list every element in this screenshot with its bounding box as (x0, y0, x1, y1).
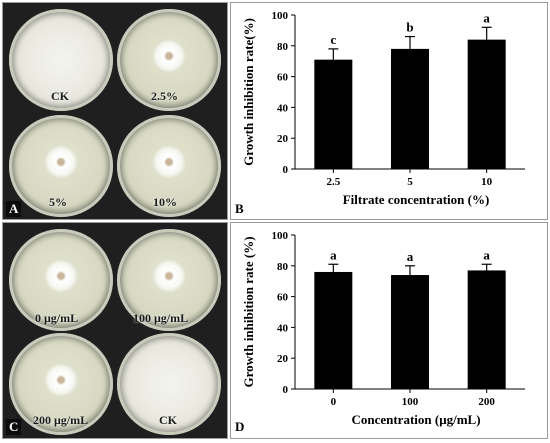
significance-label: c (330, 32, 336, 47)
panel-letter-b: B (235, 201, 244, 216)
y-tick-label: 40 (277, 322, 289, 334)
dish-label: CK (159, 413, 177, 427)
bar (467, 39, 506, 169)
dish-label: 0 μg/mL (35, 311, 79, 325)
fungal-colony (44, 363, 78, 396)
petri-dish-5 (9, 115, 113, 217)
significance-label: b (406, 20, 413, 35)
y-tick-label: 60 (277, 72, 289, 84)
bar (314, 59, 353, 169)
chart-panel-b: 0 20 40 60 80 100 c 2.5 b 5 a 10 Filtrate concentrat… (230, 2, 548, 220)
y-tick-label: 100 (272, 230, 289, 242)
dish-label: 5% (49, 195, 67, 209)
dish-label: 200 μg/mL (33, 413, 89, 427)
photo-panel-a: CK 2.5% 5% 10% A (2, 2, 228, 220)
panel-letter-a: A (6, 201, 22, 217)
bar (467, 270, 506, 389)
y-tick-label: 20 (277, 353, 289, 365)
panel-letter-c: C (6, 419, 22, 435)
bar (391, 48, 429, 169)
petri-dish-2-5 (117, 9, 221, 111)
x-tick-label: 5 (407, 176, 413, 188)
dish-label: 10% (153, 195, 177, 209)
x-tick-label: 100 (402, 396, 419, 408)
petri-dish-200 (9, 333, 113, 435)
bar-chart-d: 0 20 40 60 80 100 a 0 a 100 a 200 Concentration (μg/… (241, 230, 525, 427)
y-tick-label: 60 (277, 292, 289, 304)
petri-dish-ck (9, 9, 113, 111)
y-tick-label: 40 (277, 102, 289, 114)
bar (391, 275, 429, 389)
significance-label: a (483, 10, 490, 25)
fungal-colony (44, 145, 78, 178)
y-tick-label: 100 (272, 10, 289, 22)
y-tick-label: 80 (277, 41, 289, 53)
x-axis-label: Filtrate concentration (%) (343, 192, 490, 207)
y-tick-label: 0 (283, 164, 289, 176)
bar-chart-b: 0 20 40 60 80 100 c 2.5 b 5 a 10 Filtrate concentrat… (241, 10, 525, 207)
fungal-colony (152, 145, 186, 178)
y-axis-label: Growth inhibition rate (%) (241, 236, 256, 387)
x-axis-label: Concentration (μg/mL) (351, 412, 480, 427)
fungal-colony (152, 39, 186, 72)
y-tick-label: 80 (277, 261, 289, 273)
petri-dish-ck (117, 333, 221, 435)
y-axis-label: Growth inhibition rate(%) (241, 18, 256, 166)
x-tick-label: 10 (481, 176, 493, 188)
x-tick-label: 2.5 (326, 176, 340, 188)
dish-label: 100 μg/mL (133, 311, 189, 325)
dish-label: CK (51, 89, 69, 103)
panel-letter-d: D (235, 419, 245, 434)
y-tick-label: 0 (283, 384, 289, 396)
petri-dish-0 (9, 229, 113, 331)
fungal-colony (152, 259, 186, 292)
dish-label: 2.5% (151, 89, 178, 103)
y-tick-label: 20 (277, 133, 289, 145)
bar (314, 271, 353, 389)
petri-dish-10 (117, 115, 221, 217)
x-tick-label: 200 (478, 396, 495, 408)
chart-panel-d: 0 20 40 60 80 100 a 0 a 100 a 200 Concentration (μg/… (230, 222, 548, 439)
photo-panel-c: 0 μg/mL 100 μg/mL 200 μg/mL CK C (2, 222, 228, 439)
significance-label: a (483, 247, 490, 262)
fungal-colony (44, 259, 78, 292)
significance-label: a (330, 247, 337, 262)
significance-label: a (407, 249, 414, 264)
petri-dish-100 (117, 229, 221, 331)
x-tick-label: 0 (331, 396, 337, 408)
